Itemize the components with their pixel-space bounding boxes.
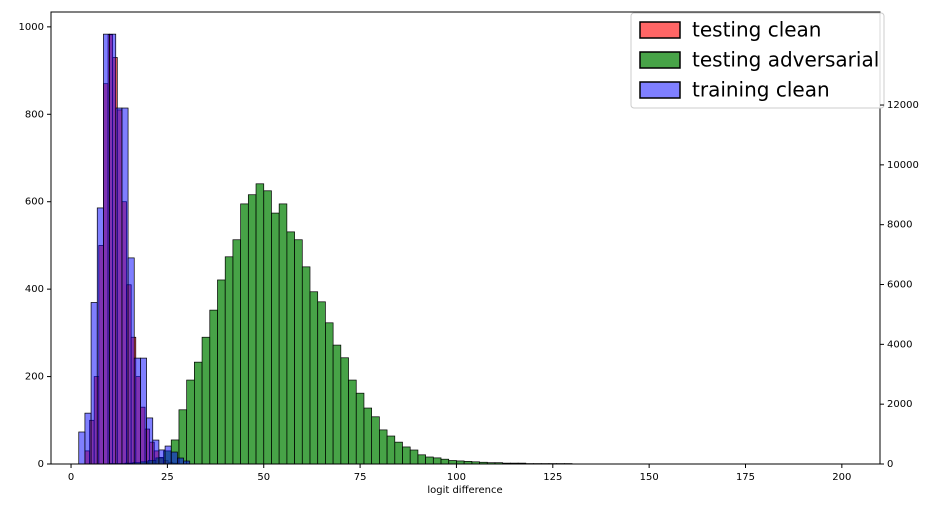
histogram-bar	[333, 345, 341, 464]
histogram-bar	[410, 450, 418, 464]
histogram-bar	[379, 430, 387, 464]
histogram-bar	[248, 195, 256, 464]
y-tick-label: 0	[38, 459, 44, 470]
legend-swatch	[640, 82, 680, 98]
legend-swatch	[640, 52, 680, 68]
histogram-bar	[210, 310, 218, 464]
histogram-bar	[194, 362, 202, 464]
y-tick-label: 400	[25, 284, 44, 295]
histogram-bar	[165, 446, 171, 464]
histogram-bar	[97, 208, 103, 464]
x-tick-label: 25	[161, 472, 174, 483]
histogram-bar	[264, 191, 272, 464]
x-tick-label: 125	[543, 472, 562, 483]
x-axis-label: logit difference	[427, 485, 502, 496]
y2-tick-label: 2000	[887, 399, 912, 410]
y2-tick-label: 6000	[887, 280, 912, 291]
x-tick-label: 100	[447, 472, 466, 483]
histogram-bar	[341, 358, 349, 464]
histogram-bar	[387, 436, 395, 464]
y2-tick-label: 10000	[887, 160, 919, 171]
legend-swatch	[640, 22, 680, 38]
x-tick-label: 0	[68, 472, 74, 483]
histogram-bar	[233, 240, 241, 464]
plot-area	[79, 34, 572, 464]
histogram-bar	[241, 204, 249, 464]
histogram-bar	[256, 184, 264, 464]
histogram-bar	[159, 450, 165, 464]
histogram-bar	[171, 452, 177, 464]
histogram-bar	[79, 432, 85, 464]
histogram-bar	[103, 34, 109, 464]
histogram-bar	[225, 257, 233, 464]
histogram-bar	[426, 457, 434, 464]
y-tick-label: 200	[25, 372, 44, 383]
histogram-bar	[134, 358, 140, 464]
histogram-bar	[395, 442, 403, 464]
histogram-bar	[402, 447, 410, 464]
x-tick-label: 200	[832, 472, 851, 483]
x-tick-label: 150	[640, 472, 659, 483]
y2-tick-label: 12000	[887, 100, 919, 111]
histogram-bar	[287, 232, 295, 464]
histogram-bar	[433, 458, 441, 464]
legend-label: training clean	[692, 78, 830, 102]
histogram-bar	[349, 380, 357, 464]
histogram-bar	[85, 413, 91, 464]
histogram-bar	[177, 458, 183, 464]
histogram-bar	[179, 410, 187, 464]
histogram-bar	[147, 418, 153, 464]
histogram-bar	[116, 108, 122, 464]
histogram-bar	[279, 204, 287, 464]
histogram-bar	[187, 380, 195, 464]
y-tick-label: 600	[25, 197, 44, 208]
histogram-bar	[318, 302, 326, 464]
y2-tick-label: 4000	[887, 339, 912, 350]
histogram-bar	[110, 34, 116, 464]
histogram-bar	[271, 213, 279, 464]
histogram-bar	[122, 108, 128, 464]
histogram-bar	[364, 408, 372, 464]
histogram-bar	[356, 393, 364, 464]
histogram-bar	[153, 440, 159, 464]
histogram-bar	[441, 459, 449, 464]
histogram-bar	[140, 358, 146, 464]
x-tick-label: 75	[354, 472, 367, 483]
legend-label: testing adversarial	[692, 48, 879, 72]
y2-tick-label: 0	[887, 459, 893, 470]
histogram-bar	[325, 323, 333, 464]
histogram-bar	[449, 461, 457, 464]
x-tick-label: 175	[736, 472, 755, 483]
histogram-bar	[372, 417, 380, 464]
histogram-bar	[310, 292, 318, 464]
y-tick-label: 800	[25, 109, 44, 120]
histogram-bar	[295, 240, 303, 464]
histogram-bar	[418, 455, 426, 464]
histogram-bar	[302, 267, 310, 464]
y2-tick-label: 8000	[887, 220, 912, 231]
histogram-bar	[202, 337, 210, 464]
histogram-bar	[128, 258, 134, 464]
legend: testing clean testing adversarial training…	[631, 13, 884, 108]
x-tick-label: 50	[257, 472, 270, 483]
legend-label: testing clean	[692, 18, 821, 42]
histogram-bar	[217, 280, 225, 464]
y-tick-label: 1000	[19, 22, 44, 33]
histogram-bar	[91, 302, 97, 464]
